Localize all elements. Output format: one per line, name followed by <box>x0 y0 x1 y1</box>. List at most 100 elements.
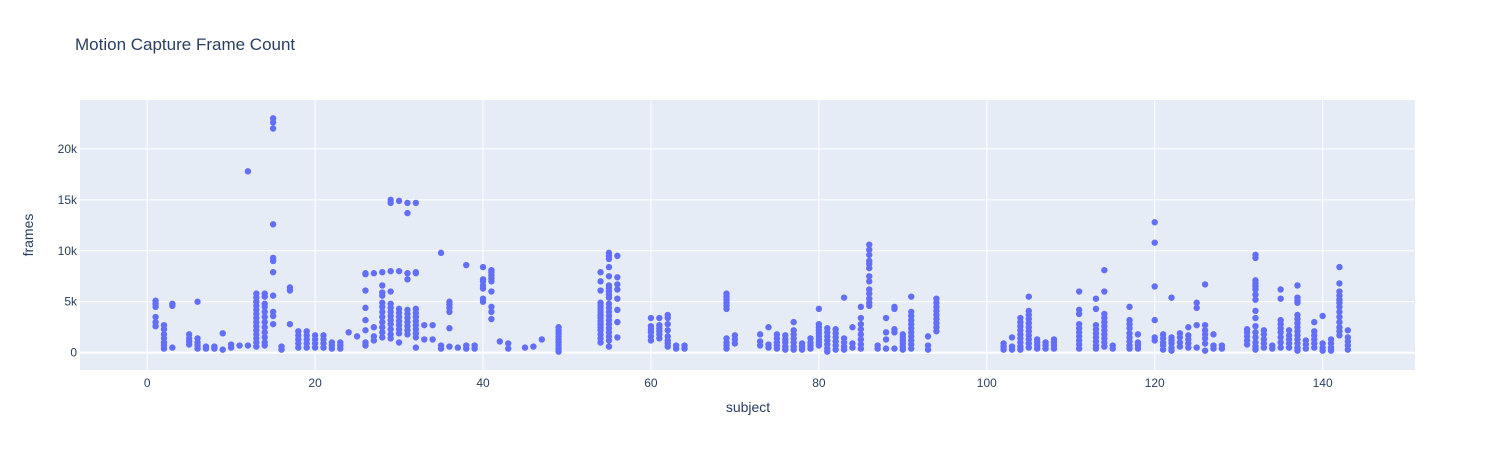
data-point[interactable] <box>1344 327 1352 334</box>
data-point[interactable] <box>723 345 730 352</box>
data-point[interactable] <box>261 293 268 300</box>
data-point[interactable] <box>395 339 403 346</box>
data-point[interactable] <box>614 286 621 293</box>
data-point[interactable] <box>1134 331 1142 338</box>
data-point[interactable] <box>1075 288 1083 295</box>
data-point[interactable] <box>1252 329 1259 336</box>
data-point[interactable] <box>891 305 898 313</box>
data-point[interactable] <box>1252 307 1259 315</box>
data-point[interactable] <box>1193 344 1200 351</box>
data-point[interactable] <box>849 344 856 351</box>
data-point[interactable] <box>1033 345 1041 352</box>
data-point[interactable] <box>160 345 168 352</box>
data-point[interactable] <box>1277 334 1284 341</box>
data-point[interactable] <box>152 313 159 321</box>
data-point[interactable] <box>891 329 898 336</box>
data-point[interactable] <box>597 268 604 276</box>
data-point[interactable] <box>1336 308 1343 316</box>
data-point[interactable] <box>261 329 268 336</box>
data-point[interactable] <box>882 329 890 336</box>
data-point[interactable] <box>362 327 369 334</box>
data-point[interactable] <box>379 292 386 299</box>
data-point[interactable] <box>1327 347 1335 354</box>
data-point[interactable] <box>664 343 671 350</box>
data-point[interactable] <box>1126 303 1133 311</box>
data-point[interactable] <box>899 346 907 353</box>
data-point[interactable] <box>227 344 235 351</box>
data-point[interactable] <box>1302 345 1310 352</box>
data-point[interactable] <box>605 294 613 301</box>
data-point[interactable] <box>1075 310 1083 318</box>
data-point[interactable] <box>1260 344 1268 351</box>
data-point[interactable] <box>278 346 285 353</box>
data-point[interactable] <box>866 302 873 310</box>
data-point[interactable] <box>379 303 386 311</box>
data-point[interactable] <box>1311 318 1318 326</box>
data-point[interactable] <box>765 324 772 331</box>
data-point[interactable] <box>1252 314 1259 322</box>
data-point[interactable] <box>1042 345 1049 352</box>
data-point[interactable] <box>412 334 420 341</box>
data-point[interactable] <box>379 313 386 321</box>
data-point[interactable] <box>328 345 336 352</box>
data-point[interactable] <box>1126 325 1133 332</box>
data-point[interactable] <box>756 331 764 338</box>
data-point[interactable] <box>479 298 487 305</box>
data-point[interactable] <box>664 314 671 322</box>
data-point[interactable] <box>1193 299 1200 306</box>
data-point[interactable] <box>908 345 915 352</box>
data-point[interactable] <box>857 345 865 352</box>
data-point[interactable] <box>1336 303 1343 311</box>
data-point[interactable] <box>731 340 739 347</box>
data-point[interactable] <box>463 345 470 352</box>
data-point[interactable] <box>782 346 789 353</box>
data-point[interactable] <box>815 305 823 313</box>
data-point[interactable] <box>1017 346 1024 353</box>
data-point[interactable] <box>723 305 730 313</box>
data-point[interactable] <box>807 345 814 352</box>
data-point[interactable] <box>362 287 369 294</box>
data-point[interactable] <box>1319 347 1326 354</box>
data-point[interactable] <box>1201 335 1209 342</box>
data-point[interactable] <box>379 308 386 316</box>
data-point[interactable] <box>798 346 806 353</box>
data-point[interactable] <box>1201 340 1209 347</box>
data-point[interactable] <box>866 290 873 297</box>
data-point[interactable] <box>538 336 545 343</box>
data-point[interactable] <box>337 345 344 352</box>
data-point[interactable] <box>614 334 621 341</box>
data-point[interactable] <box>1277 286 1284 293</box>
data-point[interactable] <box>1151 239 1158 246</box>
data-point[interactable] <box>790 346 797 353</box>
data-point[interactable] <box>253 343 260 350</box>
data-point[interactable] <box>496 338 504 345</box>
data-point[interactable] <box>261 318 268 326</box>
data-point[interactable] <box>379 334 386 341</box>
data-point[interactable] <box>1277 339 1284 346</box>
data-point[interactable] <box>1336 313 1343 321</box>
data-point[interactable] <box>379 324 386 331</box>
data-point[interactable] <box>605 273 613 280</box>
data-point[interactable] <box>446 343 453 350</box>
data-point[interactable] <box>866 241 873 248</box>
data-point[interactable] <box>269 119 277 126</box>
data-point[interactable] <box>219 330 226 337</box>
data-point[interactable] <box>1101 343 1108 350</box>
data-point[interactable] <box>1201 347 1209 354</box>
data-point[interactable] <box>362 271 369 278</box>
data-point[interactable] <box>1311 344 1318 351</box>
data-point[interactable] <box>840 346 848 353</box>
data-point[interactable] <box>1168 347 1175 354</box>
data-point[interactable] <box>395 267 403 275</box>
data-point[interactable] <box>387 199 394 207</box>
data-point[interactable] <box>1285 344 1293 351</box>
data-point[interactable] <box>421 336 428 343</box>
data-point[interactable] <box>1092 305 1100 313</box>
data-point[interactable] <box>1252 334 1259 341</box>
data-point[interactable] <box>1050 345 1058 352</box>
data-point[interactable] <box>614 306 621 314</box>
data-point[interactable] <box>1277 295 1284 302</box>
data-point[interactable] <box>404 209 411 217</box>
data-point[interactable] <box>261 308 268 316</box>
data-point[interactable] <box>1336 332 1343 339</box>
